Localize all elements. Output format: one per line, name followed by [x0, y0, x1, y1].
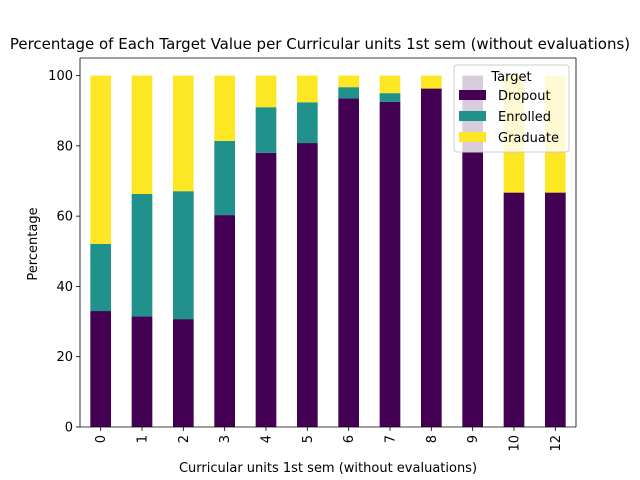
y-axis-label: Percentage: [26, 207, 41, 280]
x-tick-label: 2: [177, 435, 192, 443]
bar-enrolled-0: [90, 243, 111, 312]
bar-enrolled-7: [379, 93, 401, 102]
bar-dropout-12: [545, 192, 566, 427]
bar-graduate-0: [90, 75, 111, 244]
bar-dropout-10: [503, 192, 525, 427]
bars-group: [90, 75, 566, 428]
y-tick-label: 80: [56, 139, 73, 154]
legend-title: Target: [490, 70, 531, 85]
x-tick-label: 8: [425, 435, 440, 443]
bar-dropout-8: [421, 88, 442, 427]
legend-label-dropout: Dropout: [498, 89, 551, 104]
x-tick-label: 3: [218, 435, 233, 443]
bar-dropout-7: [379, 101, 401, 428]
legend-label-graduate: Graduate: [498, 131, 559, 146]
x-tick-label: 10: [508, 435, 523, 452]
bar-enrolled-5: [297, 102, 318, 144]
x-tick-label: 6: [342, 435, 357, 443]
y-tick-label: 20: [56, 350, 73, 365]
y-tick-label: 0: [65, 421, 73, 436]
x-tick-label: 9: [466, 435, 481, 443]
bar-enrolled-3: [214, 140, 235, 216]
bar-dropout-9: [462, 75, 483, 427]
bar-enrolled-6: [338, 87, 359, 99]
x-axis-label: Curricular units 1st sem (without evalua…: [179, 461, 477, 476]
bar-dropout-0: [90, 311, 111, 427]
x-tick-label: 5: [301, 435, 316, 443]
bar-graduate-2: [173, 75, 194, 192]
legend-frame: [453, 64, 570, 153]
bar-dropout-5: [297, 143, 318, 428]
bar-dropout-4: [255, 152, 277, 427]
bar-dropout-6: [338, 98, 359, 427]
bar-dropout-3: [214, 215, 235, 427]
bar-graduate-7: [379, 75, 401, 94]
bar-dropout-1: [131, 316, 153, 427]
x-tick-label: 7: [384, 435, 399, 443]
y-tick-label: 40: [56, 280, 73, 295]
bar-graduate-6: [338, 75, 359, 88]
y-tick-label: 60: [56, 210, 73, 225]
legend-label-enrolled: Enrolled: [498, 110, 551, 125]
bar-dropout-2: [173, 319, 194, 427]
x-tick-label: 12: [549, 435, 564, 452]
legend: Target Dropout Enrolled Graduate: [453, 64, 570, 153]
legend-swatch-dropout: [459, 90, 486, 100]
bar-enrolled-2: [173, 191, 194, 320]
bar-graduate-4: [255, 75, 277, 108]
legend-swatch-graduate: [459, 132, 486, 142]
bar-graduate-5: [297, 75, 318, 103]
bar-enrolled-1: [131, 194, 153, 317]
chart-title: Percentage of Each Target Value per Curr…: [10, 35, 630, 53]
bar-graduate-3: [214, 75, 235, 141]
x-tick-label: 0: [94, 435, 109, 443]
bar-graduate-1: [131, 75, 153, 194]
bar-graduate-8: [421, 75, 442, 89]
bar-enrolled-4: [255, 107, 277, 153]
x-tick-label: 4: [260, 435, 275, 443]
y-tick-label: 100: [48, 69, 73, 84]
legend-swatch-enrolled: [459, 111, 486, 121]
x-tick-label: 1: [136, 435, 151, 443]
